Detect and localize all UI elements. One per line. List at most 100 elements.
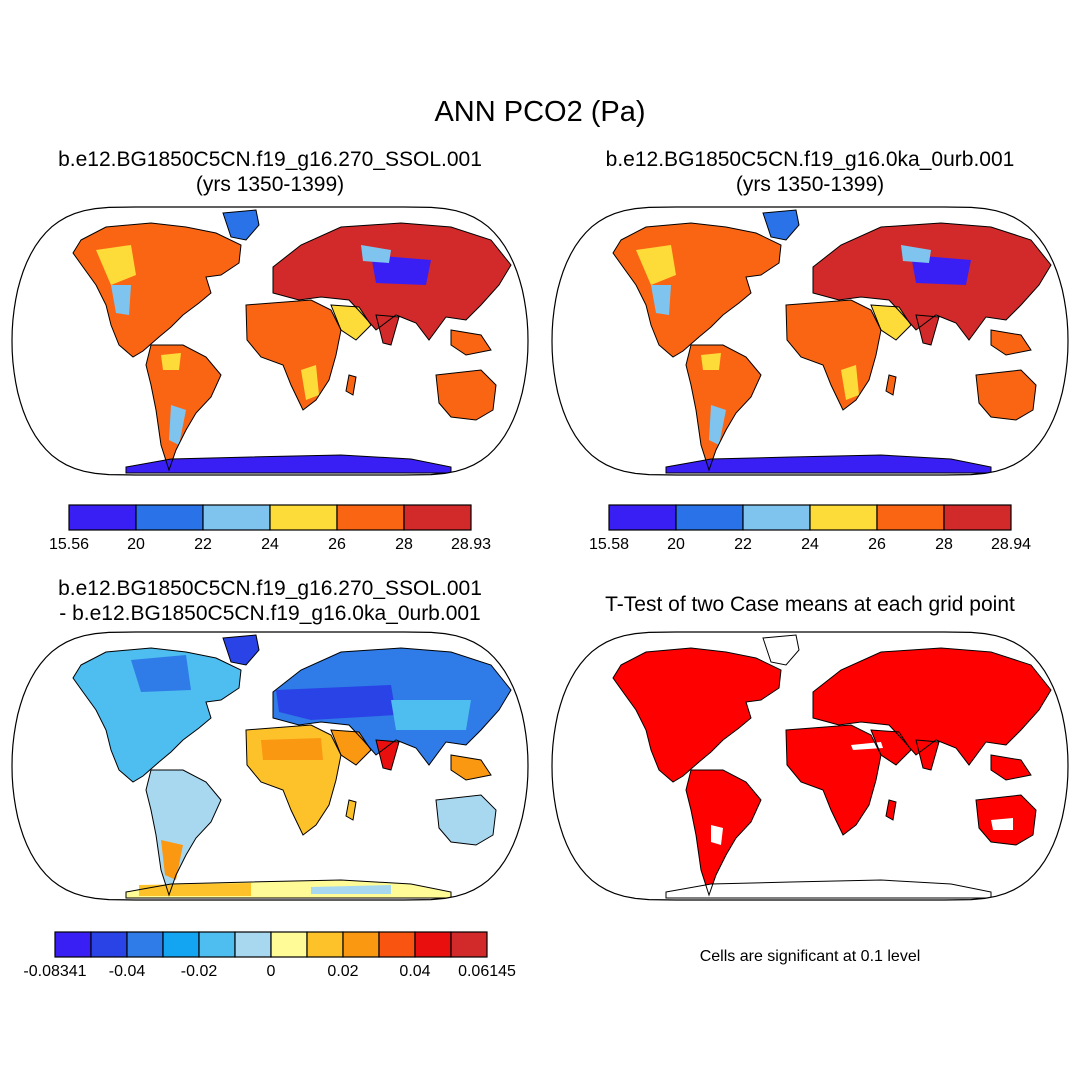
land-arabia <box>871 730 911 765</box>
coastline-greenland <box>762 634 800 666</box>
field-region <box>711 825 723 845</box>
coastline-southAmerica <box>685 344 762 472</box>
map-frame <box>551 206 1069 476</box>
colorbar-tick-label: -0.04 <box>108 963 146 980</box>
colorbar-box <box>876 504 945 531</box>
panel-title-difference-line1: b.e12.BG1850C5CN.f19_g16.270_SSOL.001 <box>58 577 482 600</box>
land-antarctica <box>126 455 451 473</box>
coastline-southAmerica <box>145 344 222 472</box>
coastline-greenland <box>762 209 800 241</box>
figure-title: ANN PCO2 (Pa) <box>434 96 646 128</box>
land-seAsia <box>451 755 491 780</box>
colorbar-box <box>90 931 128 958</box>
map-frame <box>551 631 1069 901</box>
coastline-antarctica <box>125 454 452 474</box>
coastline-arabia <box>870 729 912 766</box>
field-region <box>161 353 181 370</box>
colorbar-tick-label: 24 <box>261 536 279 553</box>
land-arabia <box>331 305 371 340</box>
coastline-australia <box>435 369 497 421</box>
field-region <box>841 365 859 400</box>
coastline-arabia <box>330 729 372 766</box>
map-case2 <box>551 206 1069 476</box>
colorbar-tick-label: 24 <box>801 536 819 553</box>
colorbar-case1-ticks: 15.56 20 22 24 26 28 28.93 <box>49 536 491 556</box>
map-land-group <box>612 209 1052 474</box>
land-eurasia <box>813 648 1051 765</box>
colorbar-tick-label: -0.02 <box>180 963 218 980</box>
colorbar-case2-ticks: 15.58 20 22 24 26 28 28.94 <box>589 536 1031 556</box>
land-arabia <box>871 305 911 340</box>
coastline-india <box>915 739 940 771</box>
map-frame <box>11 631 529 901</box>
colorbar-box <box>450 931 488 958</box>
field-region <box>161 840 183 880</box>
colorbar-box <box>342 931 380 958</box>
land-australia <box>436 370 496 420</box>
land-greenland <box>763 635 799 665</box>
coastline-seAsia <box>990 329 1032 356</box>
field-region <box>111 285 131 315</box>
field-region <box>96 245 136 285</box>
map-land-group <box>72 209 512 474</box>
coastline-antarctica <box>125 879 452 899</box>
land-australia <box>976 370 1036 420</box>
colorbar-tick-label: 28 <box>395 536 413 553</box>
colorbar-tick-label: 26 <box>328 536 346 553</box>
panel-title-difference-line2: - b.e12.BG1850C5CN.f19_g16.0ka_0urb.001 <box>59 602 481 625</box>
colorbar-tick-label: 28.94 <box>990 536 1032 553</box>
panel-title-case2: b.e12.BG1850C5CN.f19_g16.0ka_0urb.001 (y… <box>540 147 1080 197</box>
colorbar-box <box>414 931 452 958</box>
field-region <box>301 365 319 400</box>
colorbar-box <box>198 931 236 958</box>
coastline-africa <box>785 299 882 411</box>
coastline-eurasia <box>272 647 512 766</box>
coastline-india <box>375 739 400 771</box>
colorbar-tick-label: 0.02 <box>327 963 359 980</box>
colorbar-box <box>943 504 1012 531</box>
panel-title-case1: b.e12.BG1850C5CN.f19_g16.270_SSOL.001 (y… <box>0 147 540 197</box>
panel-title-difference: b.e12.BG1850C5CN.f19_g16.270_SSOL.001 - … <box>0 576 540 626</box>
map-land-group <box>612 634 1052 899</box>
map-case1 <box>11 206 529 476</box>
coastline-africa <box>245 724 342 836</box>
field-region <box>636 245 676 285</box>
colorbar-tick-label: 15.58 <box>588 536 630 553</box>
coastline-antarctica <box>665 879 992 899</box>
colorbar-tick-label: 26 <box>868 536 886 553</box>
coastline-arabia <box>330 304 372 341</box>
land-antarctica <box>666 880 991 898</box>
coastline-madagascar <box>885 374 897 396</box>
coastline-northAmerica <box>72 647 242 783</box>
coastline-greenland <box>222 634 260 666</box>
coastline-madagascar <box>345 799 357 821</box>
field-region <box>276 685 396 720</box>
field-region <box>901 245 931 263</box>
colorbar-box <box>234 931 272 958</box>
colorbar-box <box>809 504 878 531</box>
map-ttest <box>551 631 1069 901</box>
coastline-northAmerica <box>612 647 782 783</box>
land-greenland <box>223 210 259 240</box>
coastline-northAmerica <box>612 222 782 358</box>
colorbar-box <box>202 504 271 531</box>
colorbar-difference-boxes <box>54 931 488 958</box>
land-southAmerica <box>686 770 761 895</box>
field-region <box>261 738 323 760</box>
colorbar-difference: -0.08341 -0.04 -0.02 0 0.02 0.04 0.06145 <box>23 931 516 982</box>
map-difference <box>11 631 529 901</box>
coastline-southAmerica <box>685 769 762 897</box>
land-australia <box>436 795 496 845</box>
panel-title-case1-line1: b.e12.BG1850C5CN.f19_g16.270_SSOL.001 <box>58 148 482 171</box>
land-greenland <box>763 210 799 240</box>
coastline-india <box>375 314 400 346</box>
colorbar-tick-label: 28.93 <box>450 536 492 553</box>
map-land-group <box>72 634 512 899</box>
land-seAsia <box>991 755 1031 780</box>
land-southAmerica <box>686 345 761 470</box>
coastline-australia <box>975 794 1037 846</box>
colorbar-box <box>608 504 677 531</box>
colorbar-case2-boxes <box>608 504 1012 531</box>
colorbar-box <box>68 504 137 531</box>
colorbar-case2: 15.58 20 22 24 26 28 28.94 <box>589 504 1031 556</box>
